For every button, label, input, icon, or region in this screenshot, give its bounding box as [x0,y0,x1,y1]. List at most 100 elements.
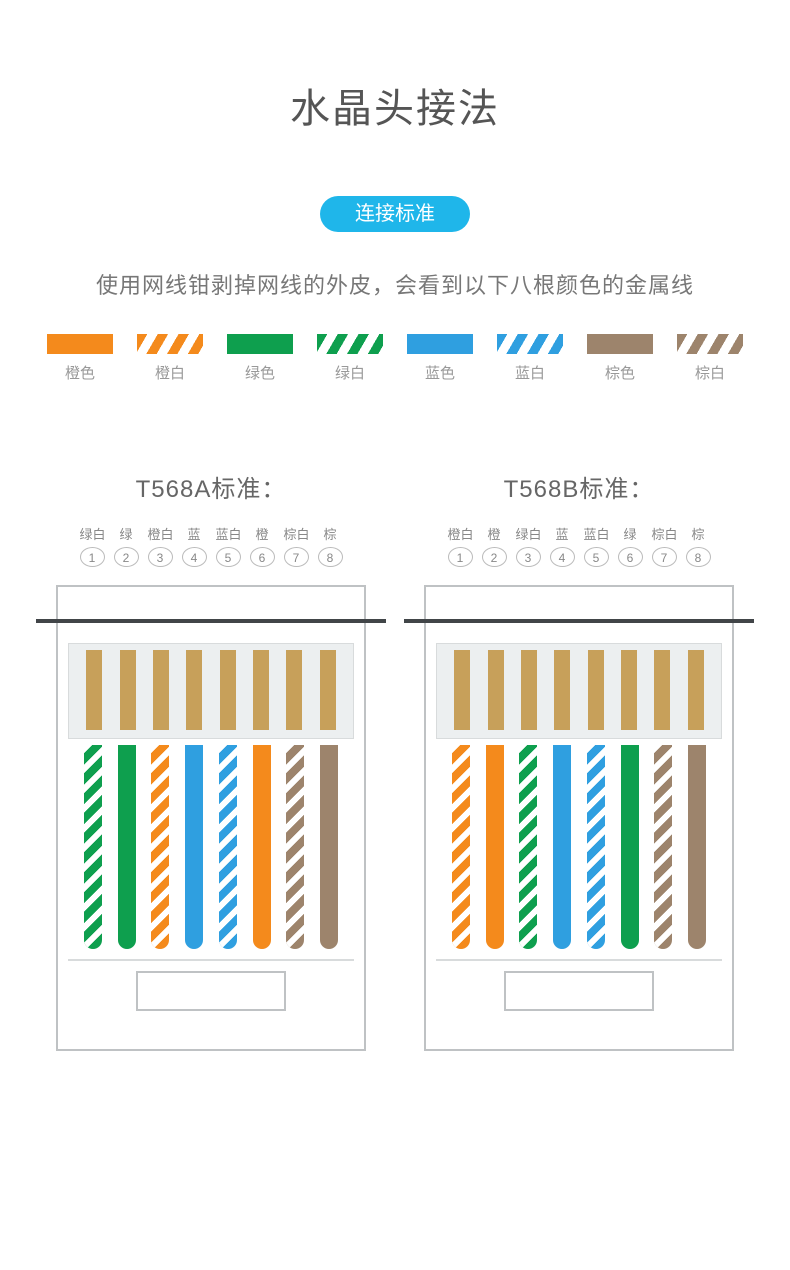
wiring-standard: T568A标准：绿白绿橙白蓝蓝白橙棕白棕12345678 [56,469,366,1051]
pin-number: 6 [250,547,275,567]
contact-row [436,643,722,739]
pin-number: 8 [318,547,343,567]
legend-item: 橙白 [137,334,203,383]
pin-number: 5 [584,547,609,567]
wiring-standard: T568B标准： 橙白橙绿白蓝蓝白绿棕白棕 12345678 [424,469,734,1051]
legend-label: 棕白 [677,362,743,383]
legend-label: 绿色 [227,362,293,383]
color-swatch [407,334,473,354]
wiring-standards: T568A标准：绿白绿橙白蓝蓝白橙棕白棕12345678T568B标准：橙白橙绿… [0,469,790,1051]
wire [519,745,537,949]
plug-top [56,585,366,635]
legend-item: 棕白 [677,334,743,383]
color-swatch [677,334,743,354]
pin-number: 1 [80,547,105,567]
contact-pin [521,650,537,730]
color-swatch [317,334,383,354]
wire-row [68,739,354,949]
pin-number: 7 [652,547,677,567]
contact-pin [220,650,236,730]
legend-label: 橙白 [137,362,203,383]
wire [185,745,203,949]
description-text: 使用网线钳剥掉网线的外皮，会看到以下八根颜色的金属线 [0,268,790,300]
plug-latch [504,971,654,1011]
legend-label: 蓝白 [497,362,563,383]
color-swatch [227,334,293,354]
pin-label: 橙白 [148,524,173,543]
legend-item: 绿色 [227,334,293,383]
wire [654,745,672,949]
pin-number: 7 [284,547,309,567]
wire [118,745,136,949]
contact-pin [588,650,604,730]
pin-number: 6 [618,547,643,567]
color-swatch [497,334,563,354]
contact-pin [488,650,504,730]
pin-number-row: 12345678 [56,547,366,567]
wire [320,745,338,949]
pin-number: 3 [148,547,173,567]
legend-item: 绿白 [317,334,383,383]
standard-title: T568A标准： [56,469,366,504]
contact-pin [454,650,470,730]
pin-label: 棕 [686,524,711,543]
contact-pin [253,650,269,730]
pin-label: 橙 [482,524,507,543]
pin-label: 棕白 [652,524,677,543]
wire [286,745,304,949]
pin-number: 2 [482,547,507,567]
contact-pin [554,650,570,730]
pin-number: 5 [216,547,241,567]
pin-label: 蓝白 [216,524,241,543]
pin-label: 绿 [618,524,643,543]
contact-pin [86,650,102,730]
standard-title: T568B标准： [424,469,734,504]
rj45-connector [424,585,734,1051]
plug-latch [136,971,286,1011]
pin-label: 绿白 [80,524,105,543]
contact-pin [320,650,336,730]
wire [452,745,470,949]
color-swatch [137,334,203,354]
wire [151,745,169,949]
pin-label: 蓝 [182,524,207,543]
wire-row [436,739,722,949]
pin-label: 蓝白 [584,524,609,543]
contact-pin [654,650,670,730]
legend-item: 蓝白 [497,334,563,383]
page-title: 水晶头接法 [0,76,790,134]
pin-label: 绿白 [516,524,541,543]
wire [621,745,639,949]
pin-label: 蓝 [550,524,575,543]
section-badge: 连接标准 [320,196,470,232]
pin-number: 1 [448,547,473,567]
pin-label: 橙白 [448,524,473,543]
wire [219,745,237,949]
legend-label: 绿白 [317,362,383,383]
contact-pin [153,650,169,730]
contact-pin [186,650,202,730]
legend-label: 橙色 [47,362,113,383]
wire [688,745,706,949]
pin-label-row: 绿白绿橙白蓝蓝白橙棕白棕 [56,524,366,543]
rj45-connector [56,585,366,1051]
wire [486,745,504,949]
plug-body [56,635,366,1051]
pin-number: 4 [182,547,207,567]
wire [84,745,102,949]
color-swatch [47,334,113,354]
pin-number: 3 [516,547,541,567]
pin-number: 2 [114,547,139,567]
pin-number: 8 [686,547,711,567]
legend-item: 棕色 [587,334,653,383]
pin-label: 绿 [114,524,139,543]
contact-pin [286,650,302,730]
wire [553,745,571,949]
pin-number-row: 12345678 [424,547,734,567]
plug-top [424,585,734,635]
contact-pin [621,650,637,730]
color-legend: 橙色橙白绿色绿白蓝色蓝白棕色棕白 [0,334,790,383]
contact-row [68,643,354,739]
pin-label: 橙 [250,524,275,543]
contact-pin [120,650,136,730]
